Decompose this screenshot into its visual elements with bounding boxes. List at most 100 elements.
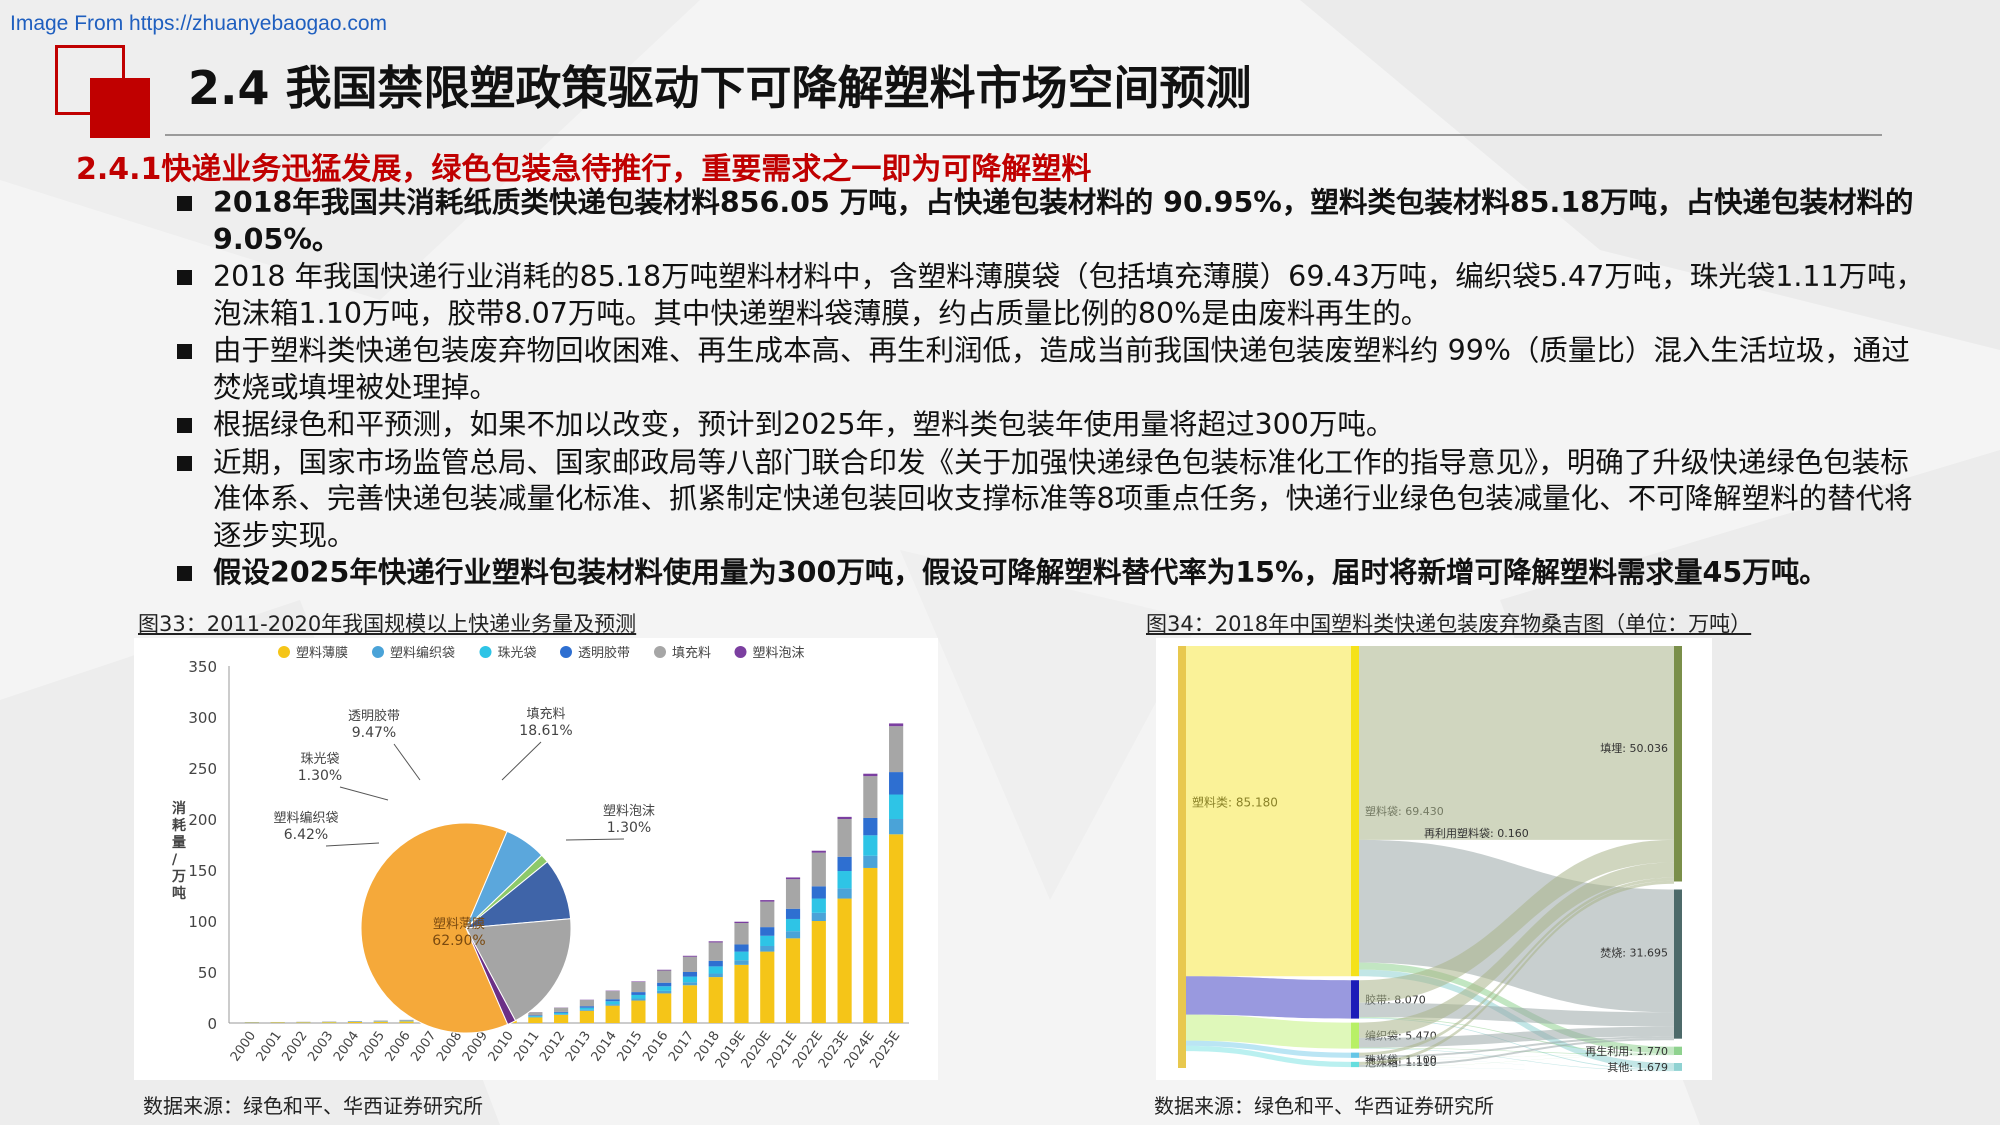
sankey-link (1359, 1055, 1674, 1068)
bar-segment (863, 817, 878, 836)
bar-segment (554, 1011, 569, 1013)
bar-segment (708, 973, 723, 978)
bar-segment (811, 898, 826, 913)
bar-segment (682, 956, 698, 972)
x-tick-label: 2015 (614, 1029, 645, 1065)
bar-segment (657, 986, 672, 991)
bar-segment (734, 944, 749, 952)
bar-segment (682, 955, 698, 957)
sankey-link (1359, 1038, 1674, 1067)
legend-marker (734, 646, 747, 658)
bar-segment (837, 856, 852, 872)
bar-segment (837, 871, 852, 889)
pie-slice-label: 塑料薄膜 (433, 917, 485, 932)
bar-segment (889, 834, 904, 1023)
bar-segment (889, 794, 904, 819)
source-watermark-link[interactable]: Image From https://zhuanyebaogao.com (10, 12, 388, 35)
bar-segment (811, 886, 826, 899)
pie-slice (465, 927, 517, 1026)
bar-segment (708, 942, 723, 961)
y-tick-label: 200 (188, 811, 217, 829)
x-tick-label: 2005 (357, 1029, 388, 1065)
bar-segment (785, 931, 801, 939)
bullet-square-icon (177, 196, 192, 211)
sankey-link (1186, 646, 1351, 977)
bar-segment (528, 1015, 543, 1016)
bullet-square-icon (177, 270, 192, 285)
bar-segment (889, 772, 904, 795)
sankey-node-source (1178, 646, 1186, 1068)
bar-segment (760, 901, 775, 928)
bar-segment (837, 816, 852, 819)
sankey-link (1359, 862, 1674, 1038)
pie-slice-value: 1.30% (298, 768, 342, 784)
bullet-item: 近期，国家市场监管总局、国家邮政局等八部门联合印发《关于加强快递绿色包装标准化工… (175, 445, 1935, 555)
sankey-link (1359, 1054, 1674, 1058)
bar-segment (373, 1020, 388, 1022)
figure33-panel: 0 50 100 150 200 250 300 350 消耗量/万吨 2000 2001 2002 2… (134, 638, 938, 1080)
x-tick-label: 2010 (486, 1029, 517, 1065)
bullet-item: 由于塑料类快递包装废弃物回收困难、再生成本高、再生利润低，造成当前我国快递包装废… (175, 333, 1935, 406)
y-axis-label: 消耗量/万吨 (171, 800, 186, 902)
title-logo-square (90, 78, 150, 138)
bar-segment (734, 964, 749, 1023)
bar-segment (657, 993, 672, 1023)
legend-marker (278, 646, 290, 658)
bar-segment (889, 819, 904, 835)
bar-segment (708, 941, 723, 943)
bar-segment (605, 991, 620, 1000)
bar-segment (554, 1012, 569, 1015)
pie-slice-label: 透明胶带 (348, 708, 400, 724)
bar-segment (785, 879, 801, 909)
y-axis-label-char: 消 (172, 800, 186, 817)
bar-segment (579, 1007, 594, 1010)
bar-segment (347, 1021, 363, 1022)
sankey-node-material (1351, 980, 1359, 1019)
bar-segment (863, 773, 878, 777)
sankey-node-material (1351, 646, 1359, 977)
sankey-link (1186, 976, 1351, 1019)
sankey-link (1359, 880, 1674, 1065)
bar-segment (631, 994, 646, 999)
bar-segment (657, 970, 672, 983)
bar-segment (579, 1000, 594, 1007)
bar-segment (760, 935, 775, 946)
bar-segment (554, 1007, 569, 1012)
bar-segment (373, 1021, 388, 1023)
bar-segment (785, 918, 801, 932)
sankey-link (1359, 646, 1674, 840)
pie-slice-label: 珠光袋 (300, 752, 339, 767)
bullet-text: 2018 年我国快递行业消耗的85.18万吨塑料材料中，含塑料薄膜袋（包括填充薄… (213, 260, 1925, 330)
bar-segment (863, 835, 878, 856)
x-tick-label: 2004 (331, 1029, 362, 1065)
figure33-bar-chart: 050100150200250300350消耗量/万吨2000200120022… (171, 645, 909, 1071)
bar-segment (760, 900, 775, 902)
title-divider (165, 134, 1882, 136)
bar-segment (811, 921, 826, 1023)
bar-segment (734, 921, 749, 924)
bar-segment (863, 855, 878, 868)
bar-segment (579, 1010, 594, 1023)
bar-segment (631, 981, 646, 982)
bullet-square-icon (177, 344, 192, 359)
y-tick-label: 50 (198, 964, 217, 982)
pie-slice-label: 填充料 (526, 706, 565, 722)
sankey-node-label: 焚烧: 31.695 (1600, 947, 1668, 960)
pie-slice-value: 62.90% (432, 933, 485, 949)
legend-label: 珠光袋 (498, 646, 537, 661)
bar-segment (811, 850, 826, 853)
sankey-link (1186, 1014, 1351, 1049)
x-tick-label: 2008 (434, 1029, 465, 1065)
bar-segment (708, 977, 723, 1023)
bar-segment (760, 927, 775, 936)
bullet-text: 假设2025年快递行业塑料包装材料使用量为300万吨，假设可降解塑料替代率为15… (213, 556, 1828, 589)
legend-label: 透明胶带 (578, 645, 630, 661)
bar-segment (708, 960, 723, 967)
bar-segment (889, 726, 904, 773)
bar-segment (631, 981, 646, 993)
sankey-link (1359, 877, 1674, 1056)
x-tick-label: 2002 (279, 1029, 310, 1065)
pie-slice-label: 塑料编织袋 (273, 811, 338, 826)
sankey-node-material (1351, 1022, 1359, 1049)
bullet-text: 根据绿色和平预测，如果不加以改变，预计到2025年，塑料类包装年使用量将超过30… (213, 408, 1395, 441)
